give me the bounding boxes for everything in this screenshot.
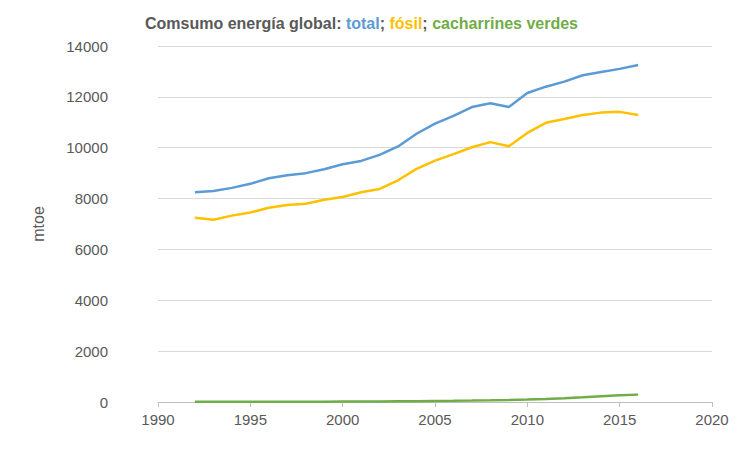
svg-text:14000: 14000: [66, 38, 108, 55]
svg-text:6000: 6000: [75, 241, 108, 258]
svg-text:10000: 10000: [66, 139, 108, 156]
svg-text:0: 0: [100, 394, 108, 411]
svg-text:8000: 8000: [75, 190, 108, 207]
svg-text:cacharrines verdes: cacharrines verdes: [432, 15, 578, 32]
svg-text:Comsumo energía global:: Comsumo energía global:: [145, 15, 346, 32]
svg-text:2000: 2000: [75, 343, 108, 360]
svg-text:2015: 2015: [603, 411, 636, 428]
svg-text:fósil: fósil: [389, 15, 422, 32]
svg-text:2005: 2005: [418, 411, 451, 428]
svg-text:;: ;: [380, 15, 390, 32]
svg-text:;: ;: [422, 15, 432, 32]
svg-text:2010: 2010: [511, 411, 544, 428]
svg-text:mtoe: mtoe: [30, 206, 47, 242]
svg-text:12000: 12000: [66, 88, 108, 105]
svg-text:1990: 1990: [141, 411, 174, 428]
svg-text:4000: 4000: [75, 292, 108, 309]
svg-text:total: total: [346, 15, 380, 32]
svg-text:1995: 1995: [234, 411, 267, 428]
svg-text:2020: 2020: [695, 411, 728, 428]
svg-text:2000: 2000: [326, 411, 359, 428]
